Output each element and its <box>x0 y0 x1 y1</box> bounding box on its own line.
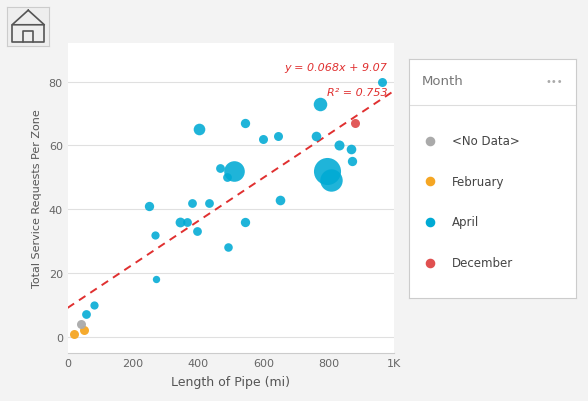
Text: y = 0.068x + 9.07: y = 0.068x + 9.07 <box>285 63 387 73</box>
Text: February: February <box>452 175 505 188</box>
Point <box>76 321 86 328</box>
Point <box>152 276 161 283</box>
Y-axis label: Total Service Requests Per Zone: Total Service Requests Per Zone <box>32 109 42 288</box>
Point <box>223 245 233 251</box>
Point <box>259 136 268 143</box>
Point <box>426 138 435 144</box>
Point <box>346 146 356 152</box>
Point <box>240 120 249 127</box>
Point <box>426 219 435 226</box>
Point <box>195 127 204 133</box>
Text: R² = 0.753: R² = 0.753 <box>327 87 387 97</box>
Point <box>188 200 197 207</box>
Point <box>311 133 320 140</box>
Point <box>144 203 153 210</box>
Point <box>79 327 89 334</box>
Point <box>204 200 213 207</box>
Point <box>315 101 324 108</box>
Text: December: December <box>452 257 513 269</box>
Point <box>348 159 357 165</box>
Text: April: April <box>452 216 479 229</box>
Point <box>81 312 91 318</box>
Point <box>426 178 435 185</box>
Point <box>90 302 99 308</box>
Point <box>240 219 250 226</box>
Point <box>335 143 344 149</box>
Point <box>326 178 336 184</box>
Point <box>69 330 79 337</box>
Text: •••: ••• <box>545 77 563 87</box>
Point <box>182 219 192 226</box>
Point <box>322 168 332 175</box>
Point <box>151 232 160 238</box>
Point <box>426 260 435 266</box>
Point <box>229 168 239 175</box>
Text: <No Data>: <No Data> <box>452 135 520 148</box>
Point <box>175 219 185 226</box>
Point <box>216 165 225 172</box>
Point <box>351 120 360 127</box>
Point <box>377 79 386 85</box>
X-axis label: Length of Pipe (mi): Length of Pipe (mi) <box>171 375 290 388</box>
Text: Month: Month <box>422 75 464 88</box>
Point <box>273 133 283 140</box>
Point <box>222 174 232 181</box>
Point <box>192 229 201 235</box>
Point <box>276 197 285 203</box>
